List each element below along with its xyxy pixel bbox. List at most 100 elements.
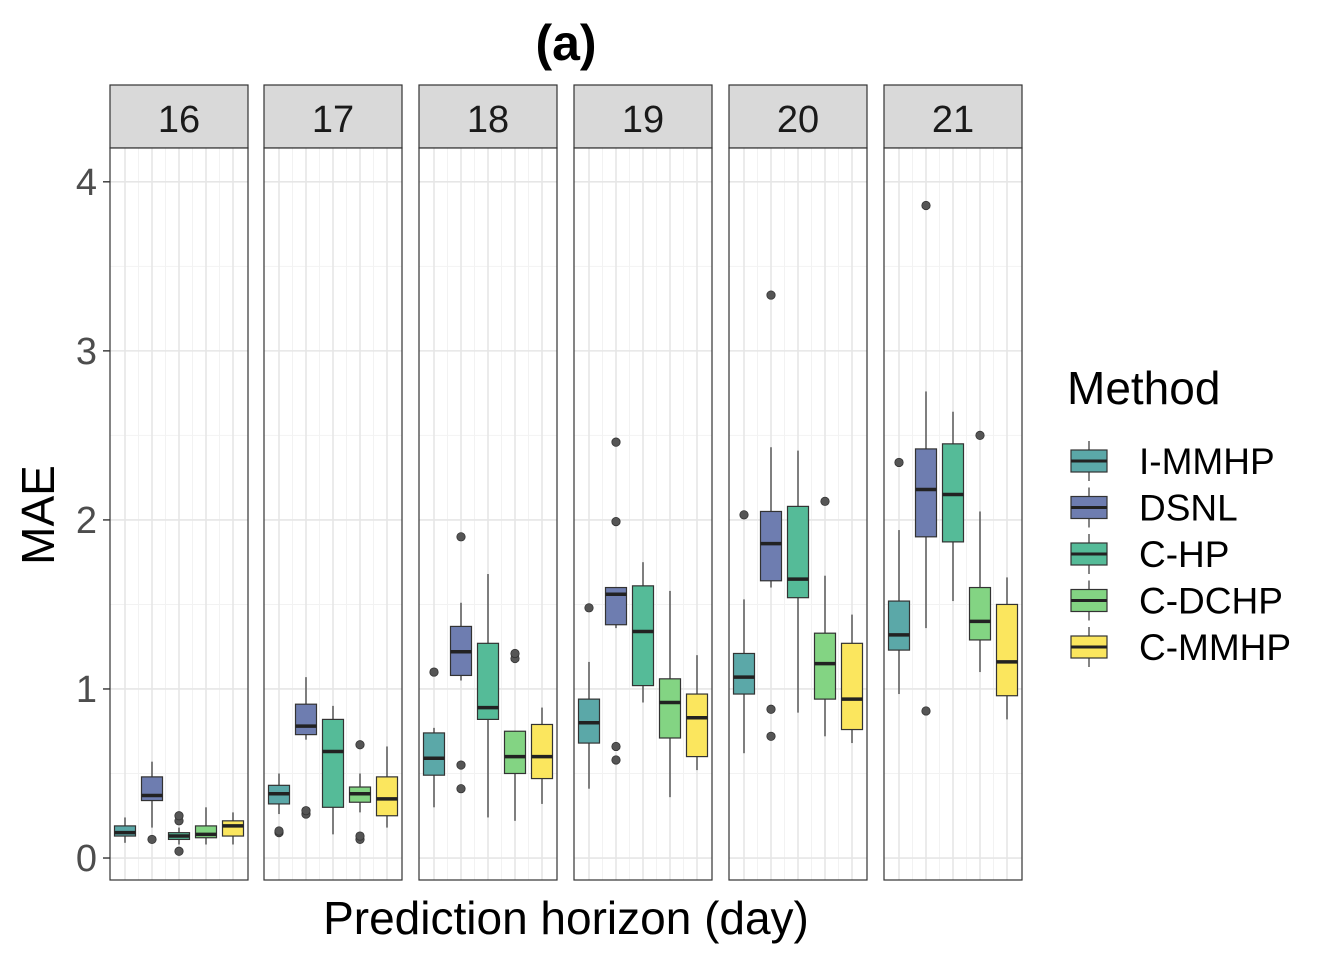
boxplot-c-mmhp-day-18 <box>530 707 554 804</box>
panel-border <box>109 147 249 881</box>
outlier-point <box>766 731 776 741</box>
boxplot-c-hp-day-18 <box>476 574 500 818</box>
facet-strip <box>263 84 403 149</box>
box <box>631 585 655 687</box>
boxplot-dsnl-day-18 <box>449 532 473 794</box>
box <box>968 586 992 641</box>
boxplot-c-dchp-day-21 <box>968 430 992 673</box>
box <box>840 642 864 731</box>
facet-panel-21: 21 <box>883 84 1023 881</box>
boxplot-c-hp-day-20 <box>786 450 810 713</box>
box <box>194 825 218 839</box>
facet-panel-20: 20 <box>728 84 868 881</box>
boxplot-i-mmhp-day-18 <box>422 667 446 808</box>
box <box>422 732 446 776</box>
y-tick-label: 0 <box>76 838 97 880</box>
boxplot-i-mmhp-day-21 <box>887 457 911 695</box>
outlier-point <box>894 457 904 468</box>
outlier-point <box>921 200 931 211</box>
box <box>887 600 911 651</box>
box <box>294 703 318 736</box>
outlier-point <box>355 740 365 750</box>
boxplot-c-hp-day-19 <box>631 562 655 703</box>
facet-strip-label: 21 <box>932 99 974 141</box>
legend-label: I-MMHP <box>1139 441 1275 482</box>
outlier-point <box>147 834 157 845</box>
legend-item-c-mmhp: C-MMHP <box>1070 627 1291 668</box>
boxplot-dsnl-day-17 <box>294 677 318 819</box>
boxplot-i-mmhp-day-17 <box>267 773 291 838</box>
box <box>786 505 810 599</box>
facet-panel-19: 19 <box>573 84 713 881</box>
panel-border <box>883 147 1023 881</box>
legend-label: C-DCHP <box>1139 581 1283 622</box>
facet-strip-label: 18 <box>467 99 509 141</box>
facet-strip-label: 19 <box>622 99 664 141</box>
box <box>995 603 1019 697</box>
boxplot-c-mmhp-day-19 <box>685 655 709 771</box>
y-tick-label: 3 <box>76 331 97 373</box>
box <box>221 820 245 837</box>
legend-label: C-HP <box>1139 534 1229 575</box>
boxplot-c-dchp-day-17 <box>348 740 372 845</box>
outlier-point <box>456 784 466 794</box>
facet-strip-label: 17 <box>312 99 354 141</box>
box <box>503 730 527 775</box>
outlier-point <box>456 532 466 542</box>
boxplot-c-mmhp-day-20 <box>840 614 864 744</box>
outlier-point <box>611 755 621 765</box>
outlier-point <box>975 430 985 440</box>
y-tick-label: 4 <box>76 162 97 204</box>
chart-title: (a) <box>535 15 596 71</box>
outlier-point <box>611 517 621 527</box>
box <box>321 718 345 808</box>
boxplot-dsnl-day-16 <box>140 761 164 845</box>
outlier-point <box>456 760 466 770</box>
facet-strip <box>573 84 713 149</box>
boxplot-c-hp-day-21 <box>941 411 965 602</box>
legend-label: DSNL <box>1139 488 1238 529</box>
legend: Method I-MMHP DSNL C-HP C-DCHP C-MMHP <box>1067 362 1291 668</box>
y-tick-label: 1 <box>76 669 97 711</box>
boxplot-c-dchp-day-18 <box>503 648 527 821</box>
outlier-point <box>611 437 621 447</box>
box <box>914 448 938 538</box>
panel-border <box>573 147 713 881</box>
boxplot-c-dchp-day-20 <box>813 496 837 737</box>
boxplot-c-mmhp-day-17 <box>375 746 399 828</box>
outlier-point <box>510 648 520 659</box>
y-axis-title: MAE <box>12 465 64 565</box>
box <box>732 652 756 695</box>
box <box>530 723 554 780</box>
boxplot-c-dchp-day-19 <box>658 590 682 798</box>
legend-item-c-hp: C-HP <box>1070 534 1229 575</box>
outlier-point <box>174 846 184 856</box>
box <box>759 510 783 582</box>
outlier-point <box>739 510 749 520</box>
boxplot-c-hp-day-17 <box>321 705 345 835</box>
outlier-point <box>611 741 621 752</box>
boxplot-i-mmhp-day-19 <box>577 603 601 789</box>
boxplot-i-mmhp-day-16 <box>113 817 137 843</box>
y-axis: 0 1 2 3 4 <box>76 162 110 880</box>
boxplot-dsnl-day-20 <box>759 290 783 741</box>
outlier-point <box>820 496 830 506</box>
panel-border <box>263 147 403 881</box>
box <box>375 776 399 817</box>
legend-item-dsnl: DSNL <box>1070 487 1238 529</box>
facet-strip <box>418 84 558 149</box>
boxplot-c-hp-day-16 <box>167 811 191 856</box>
box <box>476 642 500 720</box>
outlier-point <box>766 290 776 300</box>
box <box>658 678 682 739</box>
legend-item-c-dchp: C-DCHP <box>1070 580 1283 622</box>
facet-panel-17: 17 <box>263 84 403 881</box>
outlier-point <box>584 603 594 613</box>
facet-strip <box>728 84 868 149</box>
outlier-point <box>766 704 776 714</box>
panel-border <box>728 147 868 881</box>
legend-label: C-MMHP <box>1139 627 1291 668</box>
legend-title: Method <box>1067 362 1220 414</box>
box <box>604 586 628 626</box>
